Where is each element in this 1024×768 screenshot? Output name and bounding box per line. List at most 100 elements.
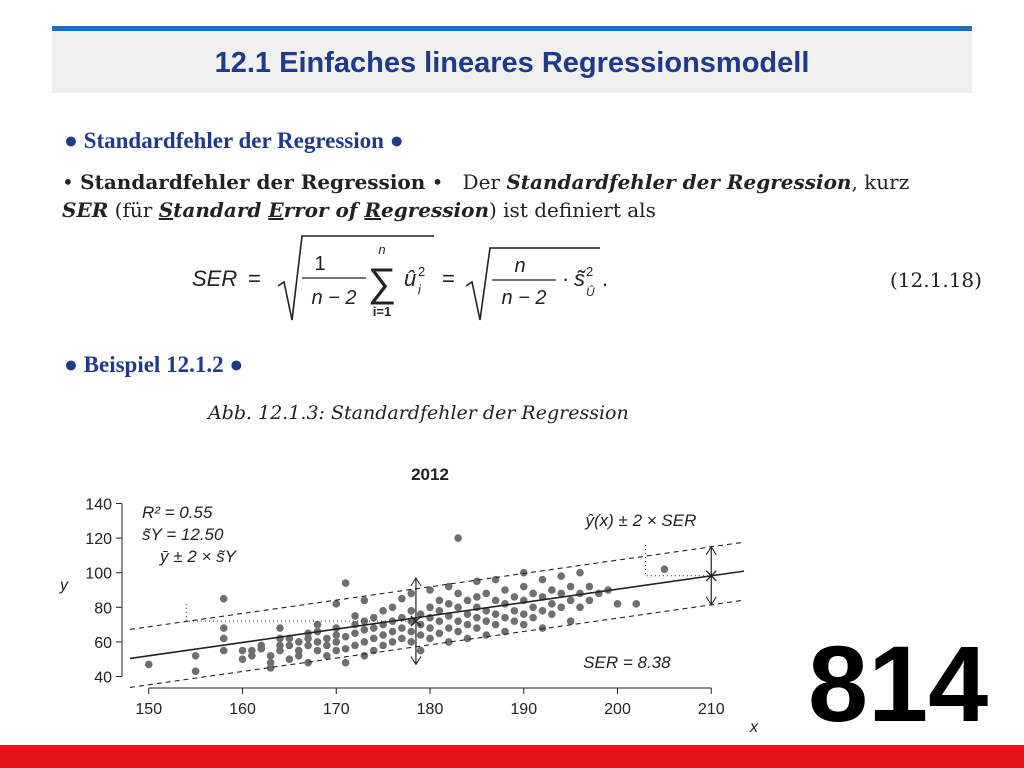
y-tick-label: 40 bbox=[94, 670, 112, 687]
y-axis-label: y bbox=[59, 577, 69, 594]
data-point bbox=[585, 582, 594, 591]
data-point bbox=[576, 568, 584, 577]
data-point bbox=[285, 655, 294, 664]
acronym-rest: tandard bbox=[173, 198, 269, 222]
mean-cross-icon bbox=[410, 615, 422, 627]
data-point bbox=[426, 603, 434, 612]
data-point bbox=[473, 624, 481, 632]
data-point bbox=[351, 641, 359, 650]
data-point bbox=[398, 594, 406, 603]
data-point bbox=[379, 641, 387, 650]
data-point bbox=[482, 617, 491, 625]
data-point bbox=[388, 603, 397, 612]
data-point bbox=[557, 572, 566, 580]
definition-paren: (für bbox=[108, 198, 159, 222]
eq-sum-top: n bbox=[378, 242, 385, 257]
acronym-letter: R bbox=[364, 198, 382, 222]
data-point bbox=[435, 596, 444, 605]
data-point bbox=[332, 646, 341, 655]
data-point bbox=[454, 534, 462, 542]
definition-tail: ist definiert als bbox=[496, 198, 656, 222]
data-point bbox=[529, 603, 537, 612]
yhat-leader bbox=[645, 545, 712, 577]
definition-line-2: SER (für Standard Error of Regression) i… bbox=[62, 198, 656, 222]
acronym-rest: egression bbox=[381, 198, 489, 222]
section-heading-example-text: Beispiel 12.1.2 bbox=[83, 352, 224, 377]
data-point bbox=[501, 613, 509, 622]
data-point bbox=[454, 617, 462, 625]
chart-title: 2012 bbox=[411, 465, 449, 484]
bullet-icon: • bbox=[431, 170, 444, 194]
acronym-letter: E bbox=[268, 198, 284, 222]
sum-icon: ∑ bbox=[368, 261, 397, 305]
data-point bbox=[360, 617, 369, 625]
lower-ser-band bbox=[129, 599, 745, 688]
ser-equation: SER = 1 n − 2 n ∑ i=1 û 2 i = n n − 2 · … bbox=[192, 235, 608, 321]
data-point bbox=[519, 620, 528, 629]
arrowhead-icon bbox=[705, 545, 717, 556]
arrowhead-icon bbox=[410, 656, 422, 666]
data-point bbox=[332, 638, 341, 646]
data-point bbox=[482, 589, 491, 598]
data-point bbox=[219, 646, 228, 655]
data-point bbox=[238, 646, 247, 655]
y-tick-label: 100 bbox=[85, 566, 112, 583]
data-point bbox=[294, 651, 303, 660]
data-point bbox=[351, 629, 359, 638]
data-point bbox=[454, 627, 462, 636]
data-point bbox=[294, 638, 303, 646]
data-point bbox=[369, 634, 378, 643]
data-point bbox=[416, 631, 425, 639]
data-point bbox=[557, 589, 566, 598]
arrowhead-icon bbox=[410, 576, 422, 587]
data-point bbox=[454, 589, 462, 598]
data-point bbox=[304, 658, 312, 667]
data-point bbox=[435, 606, 444, 615]
data-point bbox=[379, 631, 387, 639]
data-point bbox=[660, 565, 669, 574]
data-point bbox=[219, 594, 228, 603]
acronym-letter: S bbox=[158, 198, 174, 222]
data-point bbox=[538, 575, 547, 584]
data-point bbox=[435, 617, 444, 625]
data-point bbox=[473, 613, 481, 622]
eq-equals: = bbox=[248, 266, 261, 291]
data-point bbox=[407, 589, 416, 598]
ser-annotation: SER = 8.38 bbox=[583, 653, 671, 672]
data-point bbox=[369, 613, 378, 622]
x-tick-label: 160 bbox=[229, 701, 256, 718]
bullet-icon: ● bbox=[64, 352, 78, 377]
data-point bbox=[313, 638, 322, 646]
data-point bbox=[257, 641, 266, 650]
page-number: 814 bbox=[808, 623, 989, 744]
x-tick-label: 210 bbox=[698, 701, 725, 718]
data-point bbox=[519, 568, 528, 577]
data-point bbox=[144, 660, 153, 669]
data-point bbox=[238, 655, 247, 664]
data-point bbox=[276, 624, 284, 632]
bullet-icon: ● bbox=[389, 128, 404, 153]
eq-frac2-num: n bbox=[514, 255, 525, 277]
scatter-chart: 2012 40 60 80 100 120 140 150 160 170 180 190 200 210… bbox=[59, 465, 759, 736]
regression-line bbox=[129, 570, 745, 660]
eq-s-tilde: s̃ bbox=[574, 266, 586, 291]
section-heading-example: ● Beispiel 12.1.2 ● bbox=[64, 352, 243, 378]
data-point bbox=[585, 596, 594, 605]
data-point bbox=[538, 624, 547, 632]
data-point bbox=[266, 664, 275, 672]
data-point bbox=[398, 624, 406, 632]
y-tick-label: 80 bbox=[94, 600, 112, 617]
data-point bbox=[266, 651, 275, 660]
data-point bbox=[313, 646, 322, 655]
eq-summand-sup: 2 bbox=[418, 264, 425, 279]
data-point bbox=[341, 658, 350, 667]
eq-s-sub: Û bbox=[586, 284, 595, 299]
x-tick-label: 180 bbox=[417, 701, 444, 718]
definition-text-1: Der bbox=[462, 170, 500, 194]
equation-number: (12.1.18) bbox=[890, 268, 982, 292]
data-point bbox=[276, 646, 284, 655]
r2-annotation: R² = 0.55 bbox=[142, 503, 213, 522]
eq-dot: · bbox=[562, 266, 569, 291]
definition-abbr: SER bbox=[62, 198, 109, 222]
data-point bbox=[276, 641, 284, 650]
